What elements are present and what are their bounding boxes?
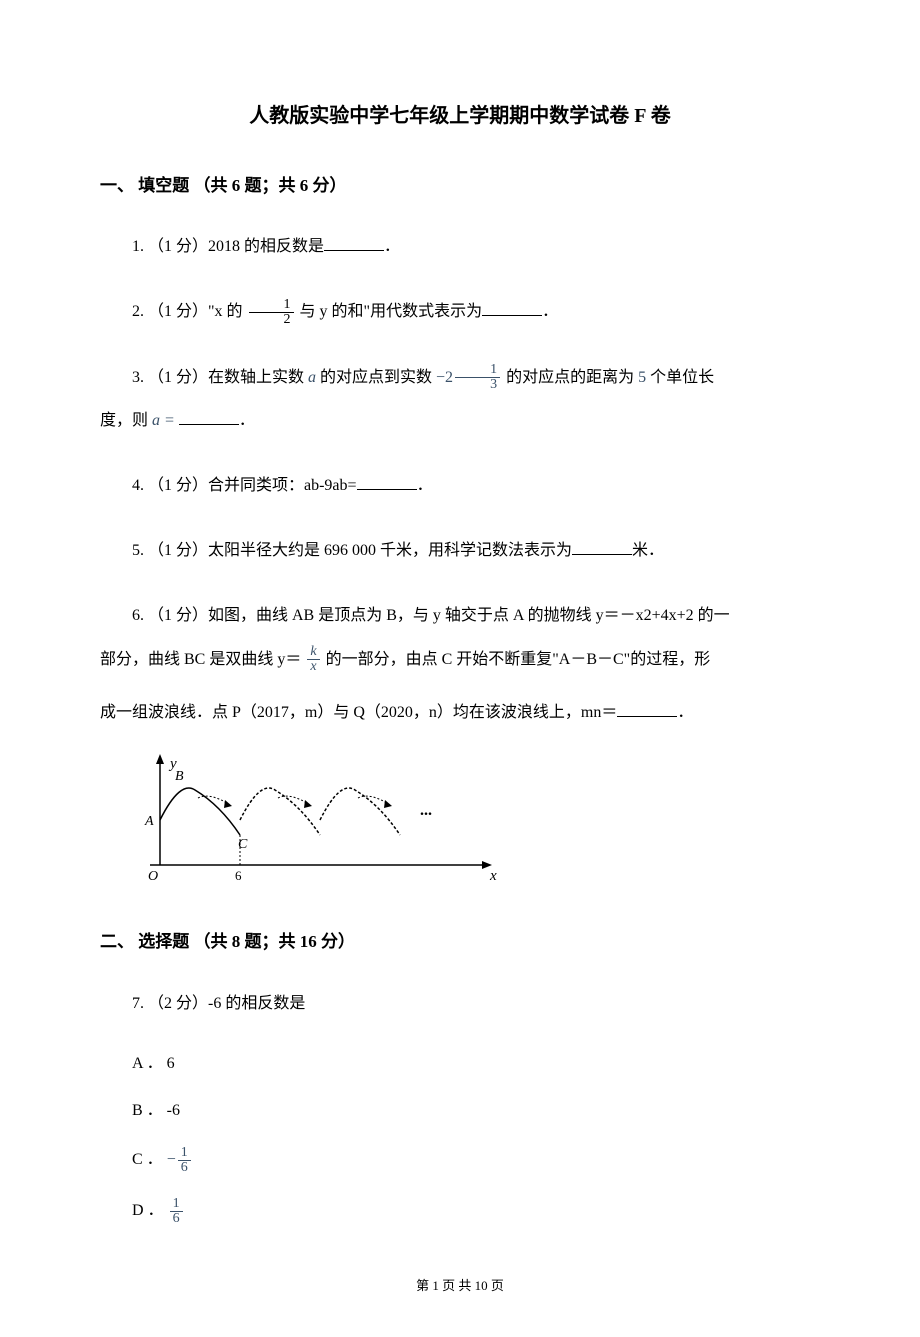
q1-period: ． bbox=[384, 238, 400, 255]
question-1: 1. （1 分）2018 的相反数是 ． bbox=[100, 229, 820, 264]
x-label: x bbox=[489, 868, 497, 884]
q6-l3-before: 成一组波浪线．点 P（2017，m）与 Q（2020，n）均在该波浪线上，mn＝ bbox=[100, 704, 617, 721]
q6-figure: y x A B C O 6 ... bbox=[140, 750, 820, 899]
arrow-head-3 bbox=[384, 800, 392, 808]
q3-frac-den: 3 bbox=[455, 378, 500, 392]
q6-blank bbox=[617, 701, 677, 717]
q6-frac-num: k bbox=[307, 645, 319, 660]
question-6-line2: 部分，曲线 BC 是双曲线 y＝ kx 的一部分，由点 C 开始不断重复"A－B… bbox=[100, 642, 820, 677]
q3-a: a bbox=[308, 369, 316, 386]
q7-c-den: 6 bbox=[178, 1161, 191, 1175]
q3-after1: 的对应点的距离为 bbox=[502, 369, 638, 386]
q6-frac-den: x bbox=[307, 660, 319, 674]
question-6-line3: 成一组波浪线．点 P（2017，m）与 Q（2020，n）均在该波浪线上，mn＝… bbox=[100, 695, 820, 730]
q7-c-fraction: 16 bbox=[178, 1146, 191, 1175]
q4-text: 4. （1 分）合并同类项：ab-9ab= bbox=[132, 477, 357, 494]
q7-text: 7. （2 分）-6 的相反数是 bbox=[132, 995, 305, 1012]
q3-end1: 个单位长 bbox=[646, 369, 714, 386]
q3-fraction: 13 bbox=[455, 363, 500, 392]
q7-c-pre: C ． bbox=[132, 1151, 163, 1168]
q3-period: ． bbox=[239, 412, 255, 429]
page-title: 人教版实验中学七年级上学期期中数学试卷 F 卷 bbox=[100, 100, 820, 132]
q3-l2-before: 度，则 bbox=[100, 412, 152, 429]
q7-option-d: D ． 16 bbox=[132, 1197, 820, 1226]
y-axis-arrow bbox=[156, 754, 164, 764]
A-label: A bbox=[144, 814, 154, 829]
question-3-line2: 度，则 a = ． bbox=[100, 403, 820, 438]
q3-five: 5 bbox=[638, 369, 646, 386]
q7-d-den: 6 bbox=[170, 1212, 183, 1226]
q7-option-c: C ． −16 bbox=[132, 1146, 820, 1175]
q7-d-fraction: 16 bbox=[170, 1197, 183, 1226]
q6-l2-before: 部分，曲线 BC 是双曲线 y＝ bbox=[100, 651, 305, 668]
q7-c-neg: − bbox=[167, 1151, 176, 1168]
section-2-header: 二、 选择题 （共 8 题；共 16 分） bbox=[100, 928, 820, 955]
q2-blank bbox=[482, 300, 542, 316]
q7-options: A ． 6 B ． -6 C ． −16 D ． 16 bbox=[132, 1051, 820, 1226]
arrow-head-1 bbox=[224, 800, 232, 808]
q6-period: ． bbox=[677, 704, 693, 721]
O-label: O bbox=[148, 869, 158, 884]
B-label: B bbox=[175, 769, 184, 784]
question-6-line1: 6. （1 分）如图，曲线 AB 是顶点为 B，与 y 轴交于点 A 的抛物线 … bbox=[100, 598, 820, 633]
q3-before: 3. （1 分）在数轴上实数 bbox=[132, 369, 308, 386]
dots-label: ... bbox=[420, 802, 432, 819]
arrow-head-2 bbox=[304, 800, 312, 808]
q2-frac-den: 2 bbox=[249, 313, 294, 327]
wave-chart-svg: y x A B C O 6 ... bbox=[140, 750, 510, 890]
q6-fraction: kx bbox=[307, 645, 319, 674]
wave-1 bbox=[160, 788, 240, 835]
q2-frac-num: 1 bbox=[249, 298, 294, 313]
q4-period: ． bbox=[417, 477, 433, 494]
q5-unit: 米． bbox=[632, 542, 664, 559]
q7-option-a: A ． 6 bbox=[132, 1051, 820, 1077]
wave-3 bbox=[320, 788, 400, 835]
q2-period: ． bbox=[542, 303, 558, 320]
q2-fraction: 12 bbox=[249, 298, 294, 327]
q7-d-num: 1 bbox=[170, 1197, 183, 1212]
question-4: 4. （1 分）合并同类项：ab-9ab= ． bbox=[100, 468, 820, 503]
q7-d-pre: D ． bbox=[132, 1202, 164, 1219]
q3-aeq: a = bbox=[152, 412, 175, 429]
q1-blank bbox=[324, 235, 384, 251]
section-1-header: 一、 填空题 （共 6 题；共 6 分） bbox=[100, 172, 820, 199]
q6-l1: 6. （1 分）如图，曲线 AB 是顶点为 B，与 y 轴交于点 A 的抛物线 … bbox=[132, 607, 730, 624]
q3-frac-num: 1 bbox=[455, 363, 500, 378]
page-footer: 第 1 页 共 10 页 bbox=[100, 1276, 820, 1297]
q5-text: 5. （1 分）太阳半径大约是 696 000 千米，用科学记数法表示为 bbox=[132, 542, 572, 559]
question-7: 7. （2 分）-6 的相反数是 bbox=[100, 986, 820, 1021]
six-label: 6 bbox=[235, 868, 242, 883]
q3-blank bbox=[179, 409, 239, 425]
q3-mid: 的对应点到实数 bbox=[316, 369, 436, 386]
question-2: 2. （1 分）"x 的 12 与 y 的和"用代数式表示为 ． bbox=[100, 294, 820, 329]
q5-blank bbox=[572, 539, 632, 555]
q1-text: 1. （1 分）2018 的相反数是 bbox=[132, 238, 324, 255]
q2-after: 与 y 的和"用代数式表示为 bbox=[296, 303, 483, 320]
q3-neg: −2 bbox=[436, 369, 453, 386]
question-5: 5. （1 分）太阳半径大约是 696 000 千米，用科学记数法表示为 米． bbox=[100, 533, 820, 568]
q4-blank bbox=[357, 474, 417, 490]
wave-2 bbox=[240, 788, 320, 835]
q6-l2-after: 的一部分，由点 C 开始不断重复"A－B－C"的过程，形 bbox=[322, 651, 711, 668]
q7-c-num: 1 bbox=[178, 1146, 191, 1161]
q7-option-b: B ． -6 bbox=[132, 1098, 820, 1124]
question-3-line1: 3. （1 分）在数轴上实数 a 的对应点到实数 −213 的对应点的距离为 5… bbox=[100, 360, 820, 395]
q2-before: 2. （1 分）"x 的 bbox=[132, 303, 247, 320]
